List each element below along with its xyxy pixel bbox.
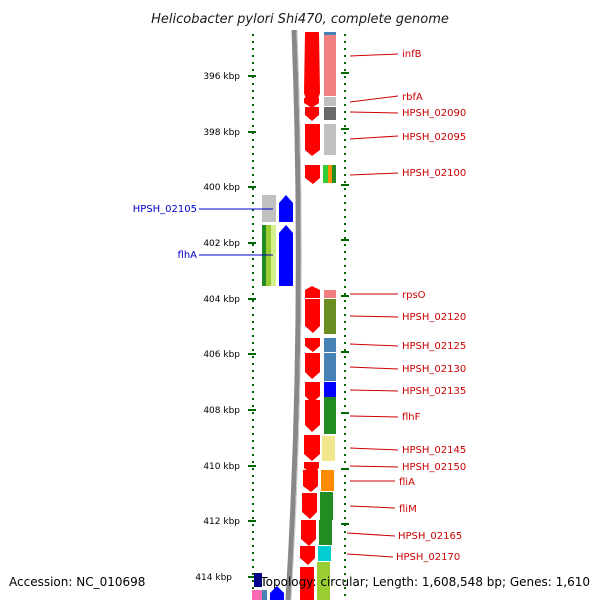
gene-label-HPSH_02090[interactable]: HPSH_02090 [402,108,466,119]
tick-label: 402 kbp [203,239,240,249]
gene-label-flhF[interactable]: flhF [402,412,421,423]
tick-label: 412 kbp [203,517,240,527]
gene-flhF[interactable] [305,400,320,432]
reverse-genes [252,195,293,600]
tick-396: 396 kbp [203,72,256,82]
right-gene-labels: infB rbfA HPSH_02090 HPSH_02095 HPSH_021… [396,49,466,563]
gene-fliA[interactable] [303,470,318,492]
tick-label: 398 kbp [203,128,240,138]
right-leaders [346,53,399,558]
gene-HPSH_02100[interactable] [305,165,320,184]
gene-label-HPSH_02120[interactable]: HPSH_02120 [402,312,466,323]
gene-label-HPSH_02105[interactable]: HPSH_02105 [133,204,197,215]
gene-partial[interactable] [300,567,314,600]
tick-label: 406 kbp [203,350,240,360]
tick-label: 400 kbp [203,183,240,193]
left-gene-labels: HPSH_02105 flhA [133,204,197,261]
gene-label-HPSH_02125[interactable]: HPSH_02125 [402,341,466,352]
tick-label: 404 kbp [203,295,240,305]
gene-label-HPSH_02130[interactable]: HPSH_02130 [402,364,466,375]
tick-406: 406 kbp [203,350,256,360]
gene-label-fliM[interactable]: fliM [399,504,417,515]
forward-genes [300,32,320,600]
gene-HPSH_02120[interactable] [305,299,320,333]
left-leaders [199,208,273,256]
gene-HPSH_02105[interactable] [279,195,293,222]
gene-HPSH_02130[interactable] [305,353,320,379]
gene-label-HPSH_02145[interactable]: HPSH_02145 [402,445,466,456]
gene-rbfA[interactable] [304,98,319,108]
tick-400: 400 kbp [203,183,256,193]
gene-label-HPSH_02135[interactable]: HPSH_02135 [402,386,466,397]
gene-label-infB[interactable]: infB [402,49,422,60]
gene-label-fliA[interactable]: fliA [399,477,415,488]
gene-label-HPSH_02150[interactable]: HPSH_02150 [402,462,466,473]
gene-infB[interactable] [304,32,320,104]
genome-backbone [285,29,301,600]
gene-HPSH_02125[interactable] [305,338,320,352]
tick-410: 410 kbp [203,462,256,472]
tick-404: 404 kbp [203,295,256,305]
map-title: Helicobacter pylori Shi470, complete gen… [151,12,449,27]
position-axis: 396 kbp 398 kbp 400 kbp 402 kbp 404 kbp … [195,72,349,583]
tick-402: 402 kbp [203,239,256,249]
tick-label: 414 kbp [195,573,232,583]
gene-HPSH_02095[interactable] [305,124,320,156]
tick-398: 398 kbp [203,128,256,138]
tick-label: 410 kbp [203,462,240,472]
gene-label-HPSH_02165[interactable]: HPSH_02165 [398,531,462,542]
gene-label-rbfA[interactable]: rbfA [402,92,423,103]
topology-text: Topology: circular; Length: 1,608,548 bp… [259,575,590,589]
gene-fliM[interactable] [302,493,317,519]
gene-label-flhA[interactable]: flhA [178,250,198,261]
gene-HPSH_02135[interactable] [305,382,320,403]
gene-label-HPSH_02170[interactable]: HPSH_02170 [396,552,460,563]
accession-text: Accession: NC_010698 [9,575,145,589]
tick-408: 408 kbp [203,406,256,416]
tick-412: 412 kbp [203,517,256,527]
gene-partial-reverse[interactable] [270,586,284,600]
category-boxes [317,32,336,600]
gene-HPSH_02170[interactable] [300,546,315,565]
gene-HPSH_02145[interactable] [304,435,320,461]
tick-label: 408 kbp [203,406,240,416]
gene-label-HPSH_02095[interactable]: HPSH_02095 [402,132,466,143]
gene-rpsO[interactable] [305,286,320,298]
gene-label-HPSH_02100[interactable]: HPSH_02100 [402,168,466,179]
gene-HPSH_02090[interactable] [305,107,319,121]
gene-flhA[interactable] [279,225,293,286]
gene-label-rpsO[interactable]: rpsO [402,290,426,301]
tick-label: 396 kbp [203,72,240,82]
gene-HPSH_02165[interactable] [301,520,316,546]
